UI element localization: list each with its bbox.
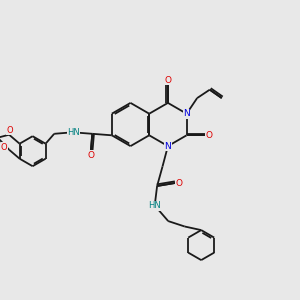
Text: O: O (6, 126, 13, 135)
Text: N: N (183, 109, 190, 118)
Text: O: O (206, 131, 213, 140)
Text: HN: HN (67, 128, 80, 137)
Text: O: O (87, 151, 94, 160)
Text: O: O (164, 76, 171, 85)
Text: N: N (164, 142, 171, 151)
Text: O: O (176, 178, 183, 188)
Text: O: O (1, 143, 8, 152)
Text: HN: HN (148, 201, 160, 210)
